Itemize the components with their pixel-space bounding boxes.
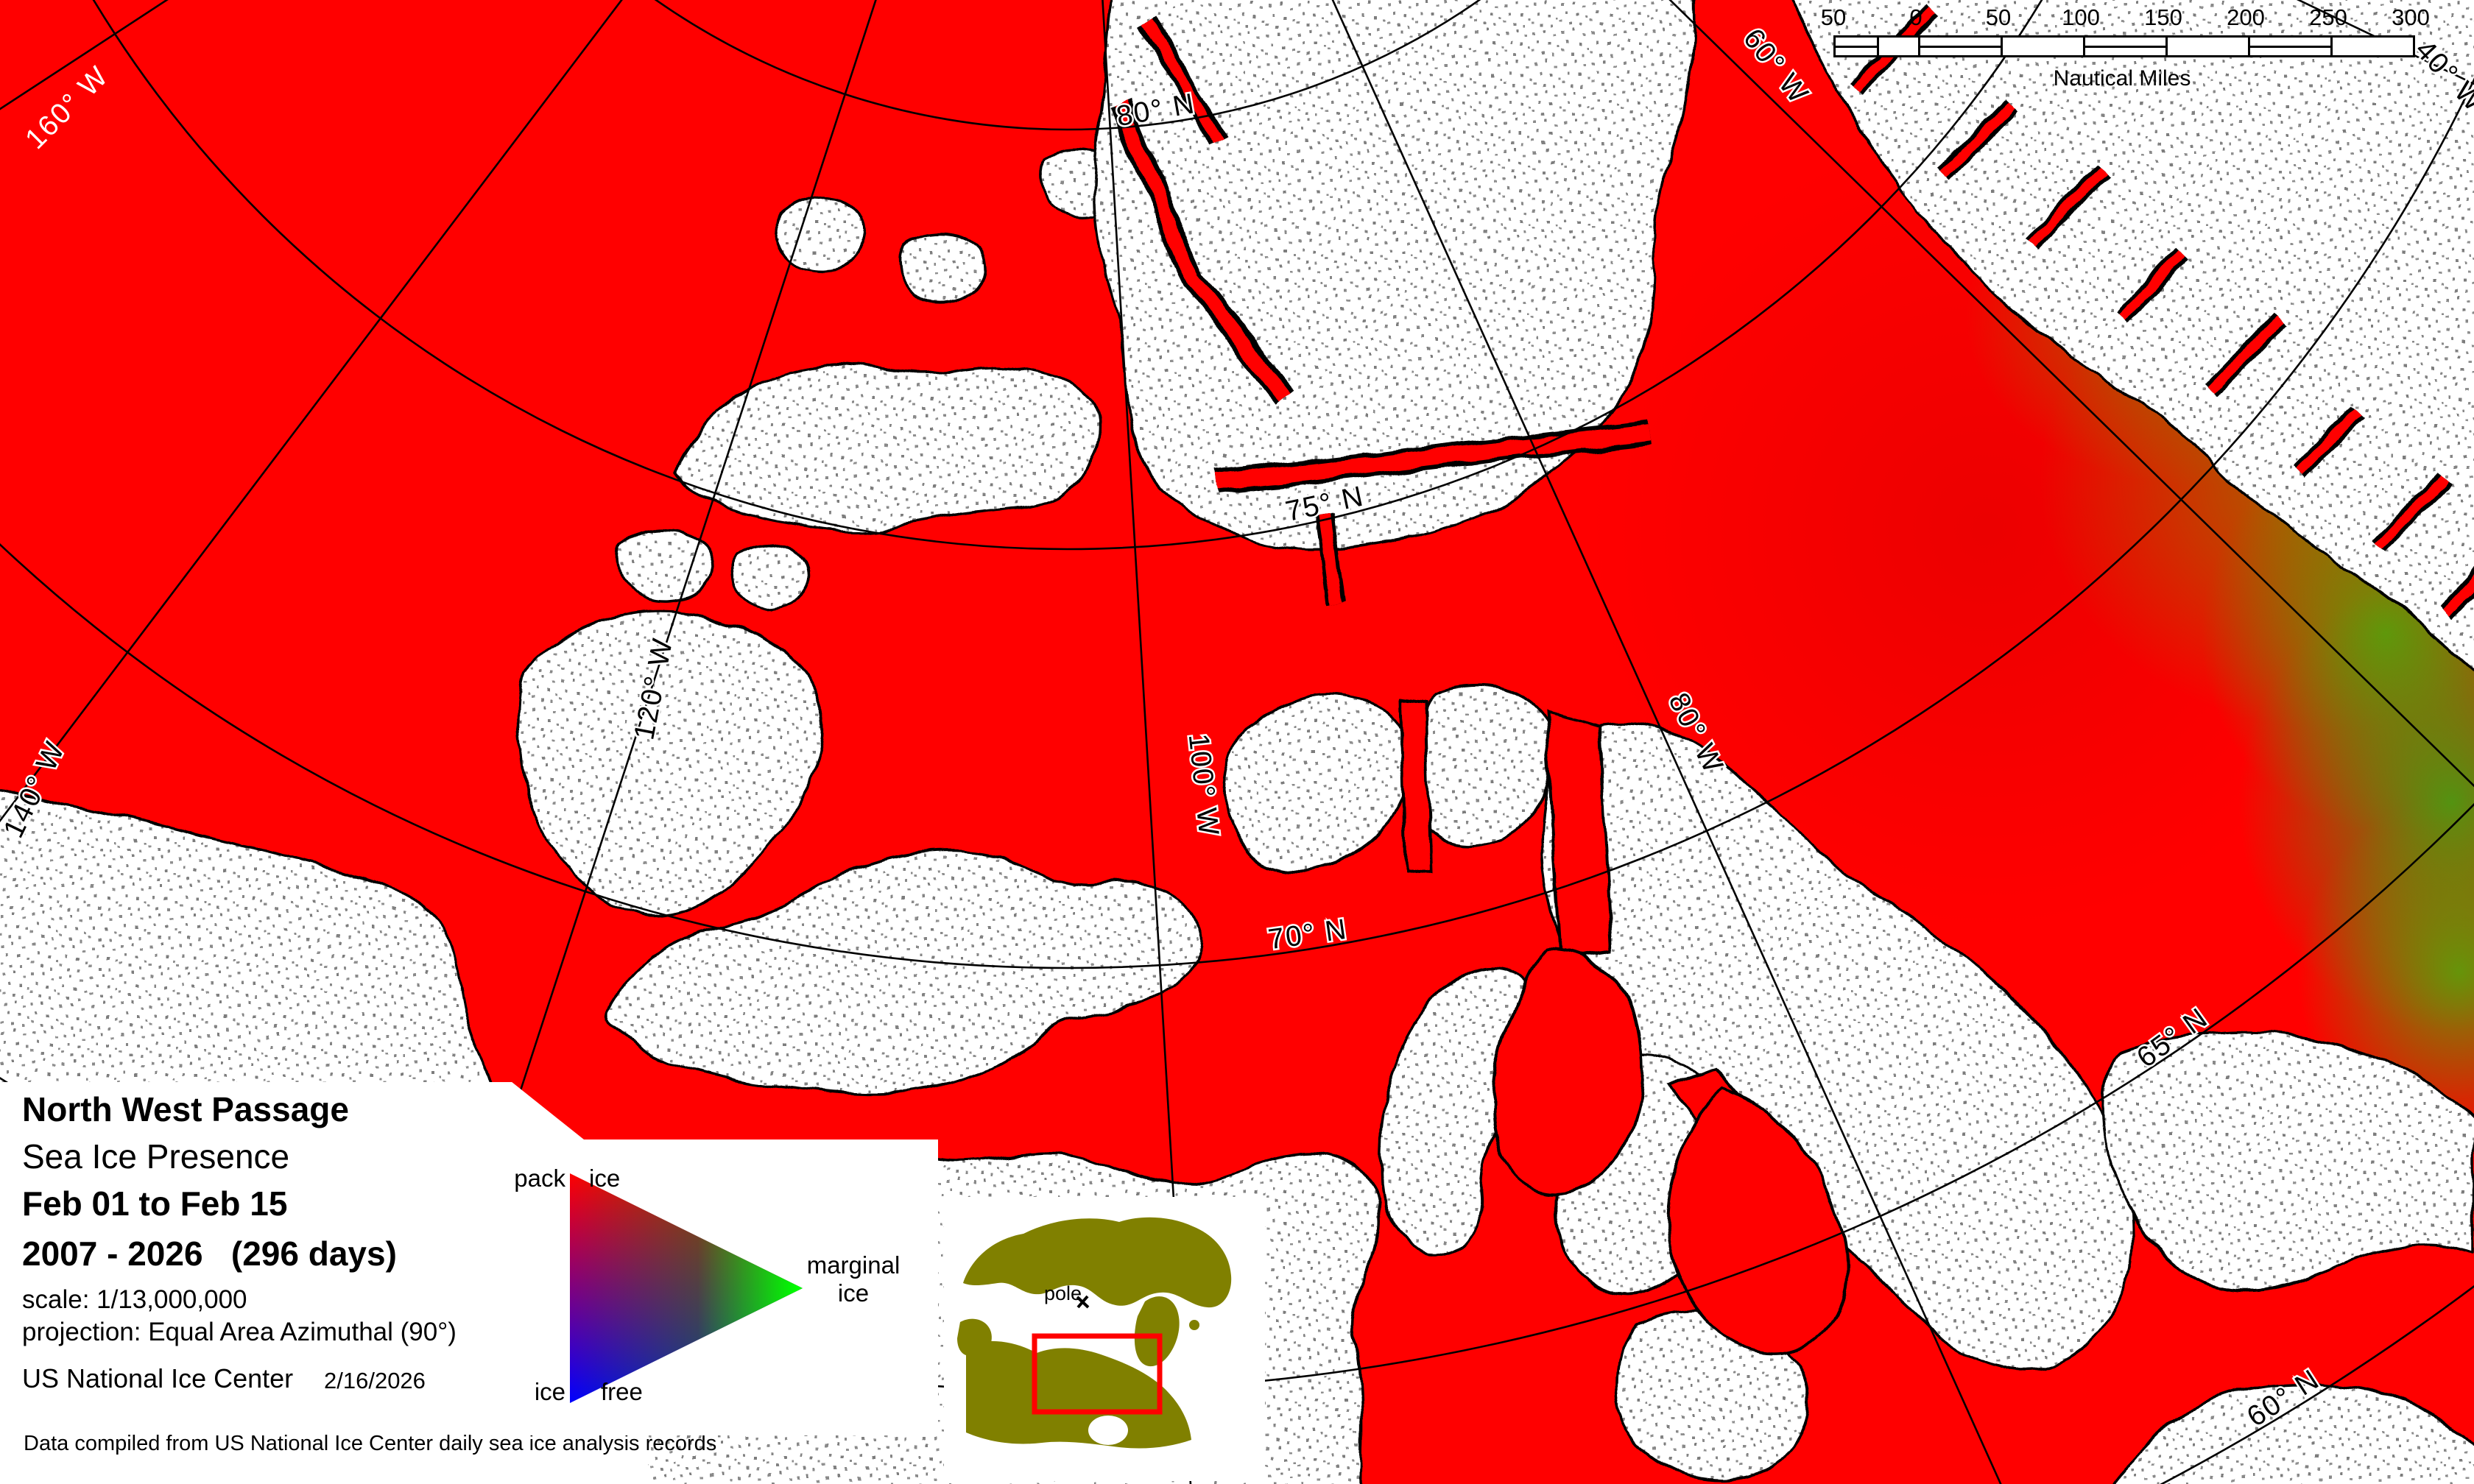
ice-channel-layer xyxy=(1109,4,2474,1354)
legend-marginal-word2: ice xyxy=(837,1279,870,1307)
landmass-banks-island xyxy=(516,610,826,919)
scale-text: scale: 1/13,000,000 xyxy=(22,1285,247,1314)
scale-segment xyxy=(2165,38,2248,55)
legend-pack-ice-label: ice xyxy=(589,1165,621,1192)
marginal-gradient xyxy=(570,1173,803,1403)
landmass-island xyxy=(730,543,810,610)
meridian-160w xyxy=(0,0,169,110)
scale-unit-label: Nautical Miles xyxy=(2053,66,2191,91)
scale-segment xyxy=(2083,38,2165,55)
scale-segment xyxy=(1918,38,2001,55)
ice-gradient-triangle xyxy=(570,1173,803,1403)
date-range: Feb 01 to Feb 15 xyxy=(22,1184,288,1223)
meridian-60w xyxy=(1668,0,2474,788)
landmass-island xyxy=(616,531,712,604)
map-subtitle: Sea Ice Presence xyxy=(22,1137,290,1176)
pole-marker-icon xyxy=(1076,1295,1090,1309)
landmass-victoria-island xyxy=(606,849,1205,1097)
map-title: North West Passage xyxy=(22,1090,349,1128)
scale-tick: 300 xyxy=(2392,4,2430,30)
scale-segment xyxy=(2248,38,2330,55)
inset-map: pole xyxy=(957,1213,1239,1463)
landmass-prince-of-wales xyxy=(1222,692,1412,872)
ice-channel-peel-sound xyxy=(1398,697,1434,875)
meridian-40w xyxy=(2296,0,2474,85)
scale-tick: 200 xyxy=(2227,4,2265,30)
scale-tick: 100 xyxy=(2062,4,2100,30)
parallel-80n xyxy=(654,0,1481,131)
locator-inset: pole xyxy=(944,1197,1265,1481)
scale-tick: 50 xyxy=(1820,4,1847,30)
issue-date: 2/16/2026 xyxy=(324,1368,426,1393)
years-line: 2007 - 2026 (296 days) xyxy=(22,1234,397,1273)
data-credit: Data compiled from US National Ice Cente… xyxy=(24,1432,717,1455)
ice-channel-gulf-of-boothia xyxy=(1490,947,1644,1195)
landmass-greenland xyxy=(1791,0,2474,672)
meridian-100w xyxy=(1102,0,1192,1484)
scale-tick: 250 xyxy=(2309,4,2347,30)
landmass-ellesmere-devon xyxy=(1092,0,1696,552)
scale-bar-graphic xyxy=(1833,35,2415,57)
legend-free-label: free xyxy=(601,1378,643,1405)
scale-tick: 150 xyxy=(2144,4,2182,30)
landmass-island xyxy=(898,231,987,305)
legend-marginal-label: marginal ice xyxy=(776,1251,931,1307)
scale-bar: 50 0 50 100 150 200 250 300 Nautical Mil… xyxy=(1813,4,2446,93)
parallel-70n xyxy=(0,76,2474,969)
inset-hudson-bay xyxy=(1088,1416,1128,1445)
landmass-melville-island xyxy=(674,364,1102,533)
scale-segment xyxy=(2330,38,2413,55)
landmass-quebec xyxy=(2112,1382,2474,1484)
legend-icefree-ice-label: ice xyxy=(534,1378,565,1405)
scale-tick: 0 xyxy=(1909,4,1923,30)
legend-pack-label: pack xyxy=(514,1165,565,1192)
agency-name: US National Ice Center xyxy=(22,1363,294,1393)
legend-marginal-word1: marginal xyxy=(806,1251,901,1279)
meridian-140w xyxy=(0,0,623,823)
parallel-75n xyxy=(93,0,2043,550)
projection-text: projection: Equal Area Azimuthal (90°) xyxy=(22,1318,457,1346)
scale-segment xyxy=(2001,38,2083,55)
scale-segment xyxy=(1877,38,1918,55)
meridian-80w xyxy=(1331,0,2002,1484)
scale-tick: 50 xyxy=(1985,4,2012,30)
scale-segment xyxy=(1836,38,1877,55)
inset-landmasses xyxy=(957,1217,1232,1449)
ice-channel-foxe-basin xyxy=(1666,1087,1849,1354)
inset-pole-label: pole xyxy=(1044,1282,1082,1304)
landmass-cumberland-peninsula xyxy=(2101,1030,2474,1293)
inset-view-rectangle xyxy=(1032,1333,1163,1415)
landmass-island xyxy=(775,194,867,272)
ice-channel-prince-regent xyxy=(1543,708,1613,961)
ice-legend: pack ice ice free marginal ice xyxy=(507,1140,938,1435)
